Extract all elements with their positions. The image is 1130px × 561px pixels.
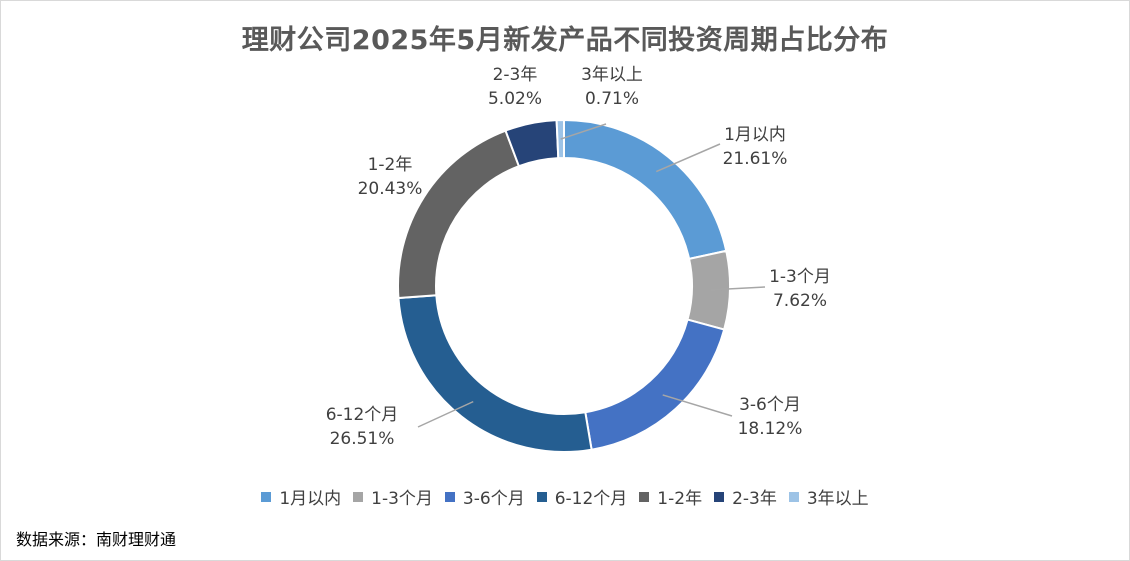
legend-swatch xyxy=(536,491,547,502)
donut-slice-5 xyxy=(397,129,521,300)
legend-item: 6-12个月 xyxy=(536,484,628,509)
leader-line-4 xyxy=(417,400,474,428)
legend-item: 2-3年 xyxy=(714,484,777,509)
legend-item: 3-6个月 xyxy=(444,484,525,509)
slice-category-label: 1-2年 xyxy=(368,155,413,175)
legend-label: 6-12个月 xyxy=(554,489,628,509)
slice-category-label: 2-3年 xyxy=(493,65,538,85)
slice-value-label: 26.51% xyxy=(330,429,395,449)
legend-swatch xyxy=(353,491,364,502)
legend-label: 1-2年 xyxy=(657,489,703,509)
donut-slice-4 xyxy=(397,294,593,453)
legend-swatch xyxy=(788,491,799,502)
slice-category-label: 3年以上 xyxy=(581,65,643,85)
leader-line-1 xyxy=(655,143,721,173)
legend-item: 1-3个月 xyxy=(353,484,433,509)
legend-swatch xyxy=(639,491,650,502)
legend-label: 2-3年 xyxy=(732,489,777,509)
slice-value-label: 5.02% xyxy=(488,89,542,109)
donut-slice-7 xyxy=(555,118,565,160)
slice-value-label: 7.62% xyxy=(773,291,827,311)
legend-swatch xyxy=(714,491,725,502)
slice-value-label: 21.61% xyxy=(723,149,788,169)
data-source-note: 数据来源：南财理财通 xyxy=(16,530,177,549)
legend-item: 1-2年 xyxy=(639,484,702,509)
leader-line-3 xyxy=(662,394,733,417)
slice-category-label: 3-6个月 xyxy=(739,395,801,415)
legend-swatch xyxy=(444,491,455,502)
legend-item: 1月以内 xyxy=(261,484,341,509)
slice-category-label: 1-3个月 xyxy=(769,267,831,287)
slice-value-label: 0.71% xyxy=(585,89,639,109)
slice-category-label: 1月以内 xyxy=(724,125,786,145)
leader-line-7 xyxy=(560,123,607,140)
chart-legend: 1月以内 1-3个月 3-6个月 6-12个月 1-2年 2-3年 3年以上 xyxy=(0,484,1130,509)
slice-value-label: 20.43% xyxy=(358,179,423,199)
legend-label: 3年以上 xyxy=(806,489,869,509)
legend-swatch xyxy=(261,491,272,502)
legend-label: 1月以内 xyxy=(279,489,342,509)
legend-item: 3年以上 xyxy=(788,484,869,509)
slice-category-label: 6-12个月 xyxy=(326,405,399,425)
chart-title: 理财公司2025年5月新发产品不同投资周期占比分布 xyxy=(241,25,889,56)
leader-line-2 xyxy=(710,286,766,291)
legend-label: 1-3个月 xyxy=(371,489,433,509)
slice-value-label: 18.12% xyxy=(738,419,803,439)
donut-slice-2 xyxy=(686,249,731,331)
donut-slice-3 xyxy=(584,318,726,451)
legend-label: 3-6个月 xyxy=(462,489,525,509)
donut-slice-1 xyxy=(563,118,728,261)
